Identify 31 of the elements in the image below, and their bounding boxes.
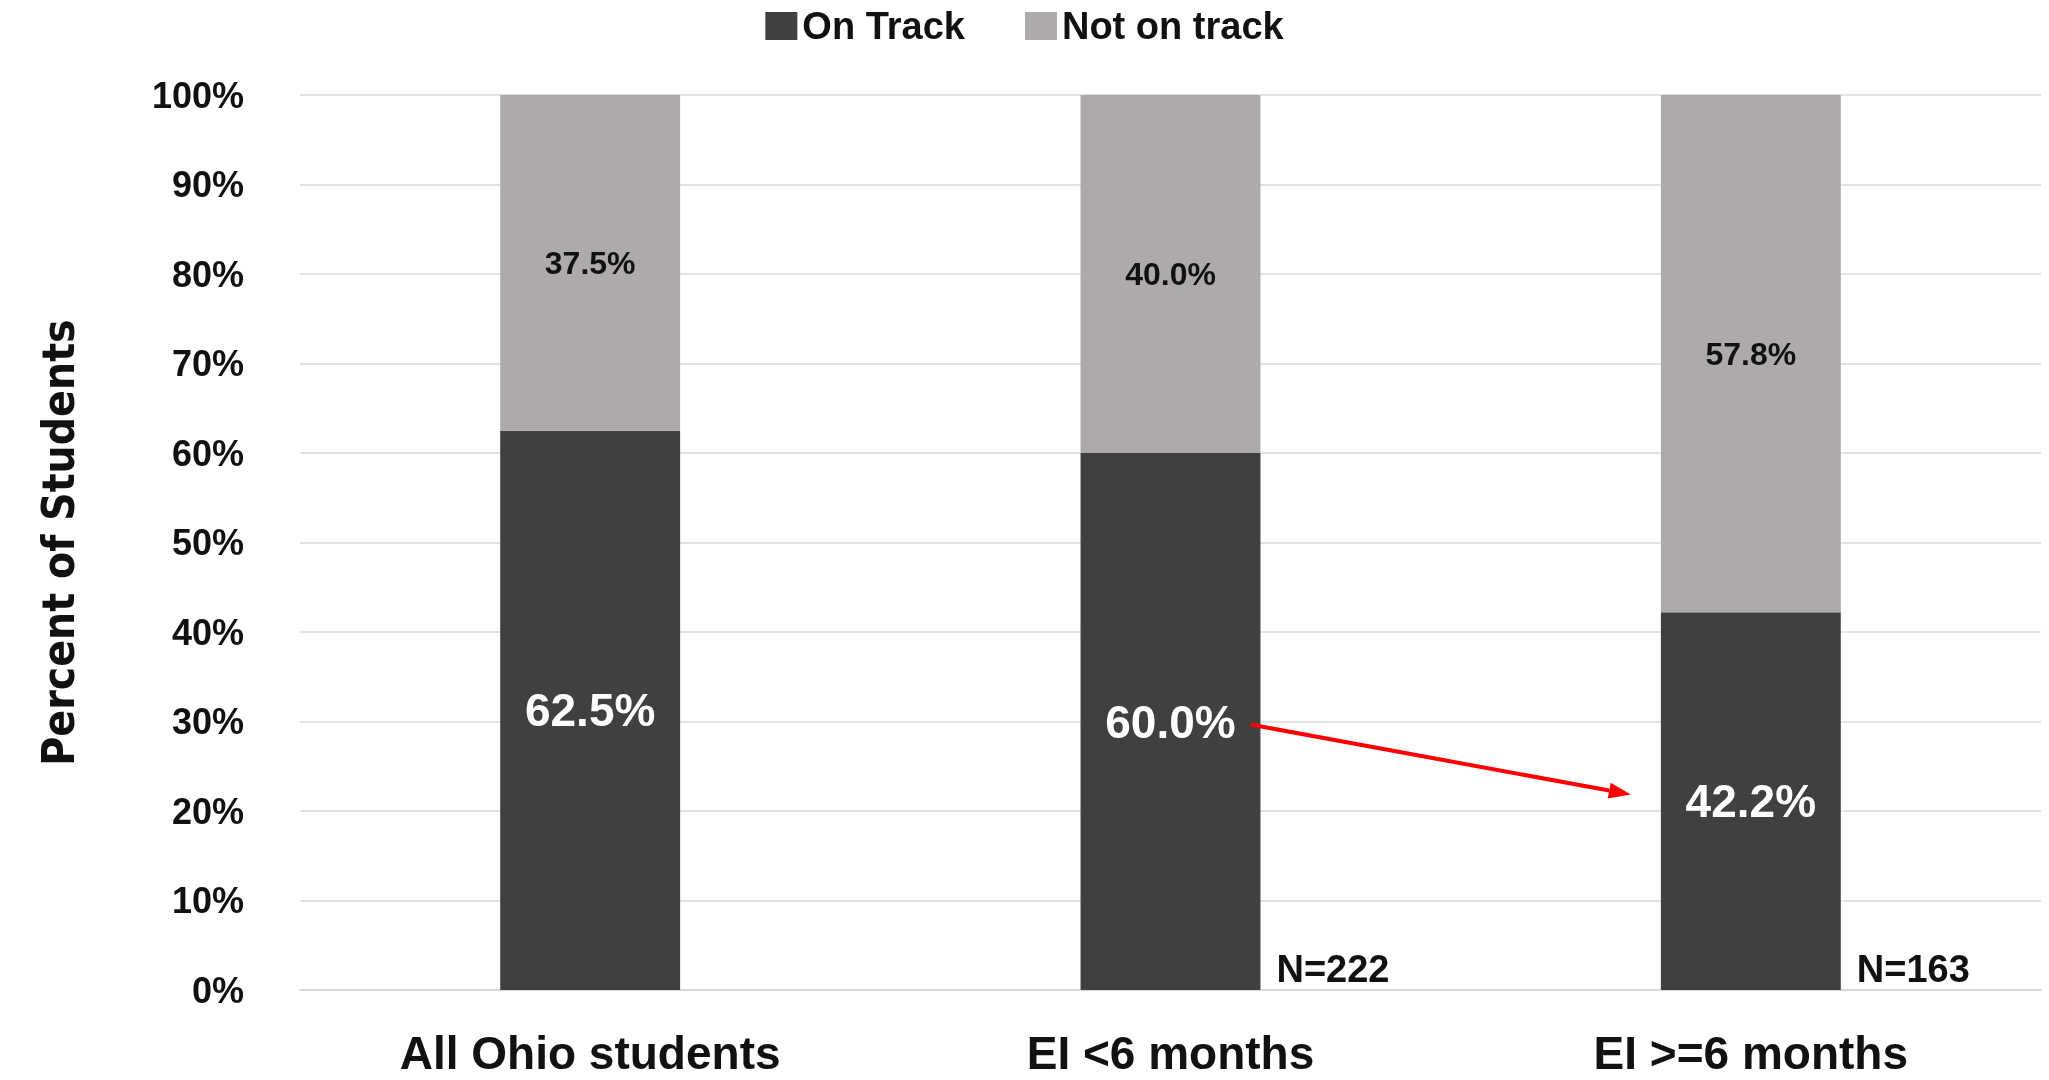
x-tick-label: EI >=6 months bbox=[1593, 1027, 1909, 1079]
y-tick-label: 100% bbox=[151, 74, 244, 116]
y-tick-label: 20% bbox=[171, 790, 244, 832]
bar bbox=[1660, 95, 1841, 613]
bar bbox=[500, 95, 681, 431]
bar bbox=[1080, 453, 1261, 990]
bar bbox=[1660, 612, 1841, 990]
legend-label: On Track bbox=[802, 5, 966, 47]
y-tick-label: 40% bbox=[171, 611, 244, 653]
x-tick-label: EI <6 months bbox=[1026, 1027, 1315, 1079]
y-tick-label: 30% bbox=[171, 701, 244, 742]
y-tick-label: 10% bbox=[171, 880, 244, 921]
y-tick-label: 0% bbox=[191, 969, 244, 1011]
y-tick-label: 60% bbox=[171, 432, 244, 474]
y-tick-label: 80% bbox=[171, 253, 244, 295]
data-label: 40.0% bbox=[1125, 256, 1216, 292]
data-label: 42.2% bbox=[1685, 775, 1817, 828]
y-tick-label: 70% bbox=[171, 343, 244, 384]
data-label: 37.5% bbox=[544, 244, 636, 281]
x-tick-label: All Ohio students bbox=[399, 1027, 781, 1079]
data-label: 62.5% bbox=[524, 684, 656, 737]
legend-label: Not on track bbox=[1061, 5, 1285, 47]
data-label: 60.0% bbox=[1105, 695, 1236, 748]
bar bbox=[500, 430, 681, 990]
y-tick-label: 50% bbox=[171, 522, 244, 563]
annotation: N=222 bbox=[1276, 948, 1390, 990]
y-axis-title: Percent of Students bbox=[32, 319, 84, 766]
annotation: N=163 bbox=[1856, 948, 1970, 990]
bar bbox=[1080, 95, 1261, 453]
data-label: 57.8% bbox=[1705, 335, 1797, 372]
y-tick-label: 90% bbox=[171, 164, 244, 205]
